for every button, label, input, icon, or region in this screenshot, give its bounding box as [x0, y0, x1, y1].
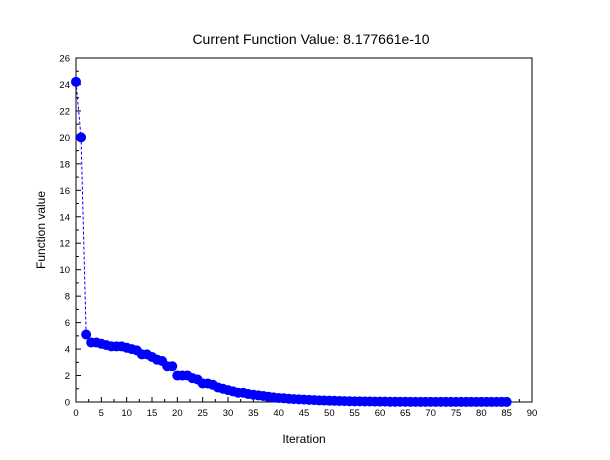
y-tick-label: 18 [59, 159, 70, 170]
x-axis-label: Iteration [282, 432, 325, 446]
x-tick-label: 55 [349, 408, 360, 419]
x-tick-label: 80 [476, 408, 487, 419]
x-tick-label: 85 [501, 408, 512, 419]
y-tick-label: 2 [65, 371, 70, 382]
data-point [501, 396, 512, 407]
x-tick-label: 90 [527, 408, 538, 419]
y-tick-label: 6 [65, 318, 70, 329]
x-tick-label: 65 [400, 408, 411, 419]
x-tick-label: 10 [121, 408, 132, 419]
series-points [71, 76, 512, 407]
y-tick-label: 12 [59, 239, 70, 250]
x-tick-label: 30 [223, 408, 234, 419]
x-tick-label: 75 [451, 408, 462, 419]
x-tick-label: 20 [172, 408, 183, 419]
data-point [167, 361, 178, 372]
y-axis-label: Function value [34, 191, 48, 269]
x-tick-label: 50 [324, 408, 335, 419]
y-tick-label: 8 [65, 292, 70, 303]
x-tick-label: 0 [73, 408, 78, 419]
y-tick-label: 16 [59, 186, 70, 197]
y-tick-label: 14 [59, 212, 70, 223]
x-tick-label: 45 [299, 408, 310, 419]
y-tick-label: 26 [59, 54, 70, 65]
data-point [81, 329, 92, 340]
x-tick-label: 25 [197, 408, 208, 419]
x-tick-label: 70 [425, 408, 436, 419]
data-point [76, 132, 87, 143]
x-tick-label: 35 [248, 408, 259, 419]
x-tick-label: 15 [147, 408, 158, 419]
x-tick-label: 5 [99, 408, 104, 419]
y-tick-label: 4 [65, 345, 70, 356]
chart-title: Current Function Value: 8.177661e-10 [192, 31, 429, 47]
y-tick-label: 22 [59, 106, 70, 117]
y-tick-label: 10 [59, 265, 70, 276]
x-tick-label: 40 [273, 408, 284, 419]
y-tick-label: 24 [59, 80, 70, 91]
x-tick-label: 60 [375, 408, 386, 419]
y-tick-label: 0 [65, 398, 70, 409]
data-point [71, 76, 81, 87]
y-tick-label: 20 [59, 133, 70, 144]
